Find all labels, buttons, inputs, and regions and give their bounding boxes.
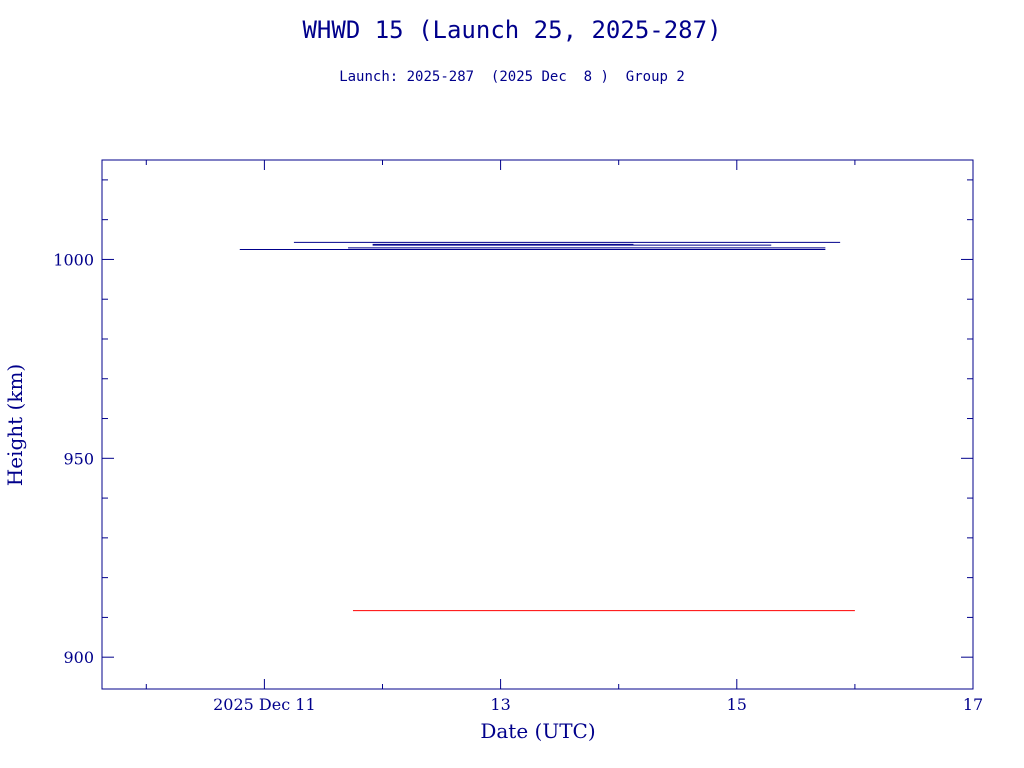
x-tick-label: 17 bbox=[963, 695, 983, 714]
data-segments bbox=[239, 241, 855, 612]
y-axis-label: Height (km) bbox=[3, 364, 27, 486]
chart-title: WHWD 15 (Launch 25, 2025-287) bbox=[302, 16, 721, 44]
y-tick-label: 1000 bbox=[53, 250, 94, 269]
x-tick-label: 15 bbox=[727, 695, 747, 714]
axis-ticks: 2025 Dec 11 13 15 17 900 950 1000 bbox=[53, 160, 983, 714]
x-axis-label: Date (UTC) bbox=[480, 719, 595, 743]
chart-subtitle: Launch: 2025-287 (2025 Dec 8 ) Group 2 bbox=[339, 69, 685, 85]
y-tick-label: 950 bbox=[63, 449, 94, 468]
x-tick-label: 13 bbox=[490, 695, 510, 714]
plot-frame bbox=[101, 159, 974, 690]
y-tick-label: 900 bbox=[63, 648, 94, 667]
x-tick-label: 2025 Dec 11 bbox=[213, 695, 316, 714]
